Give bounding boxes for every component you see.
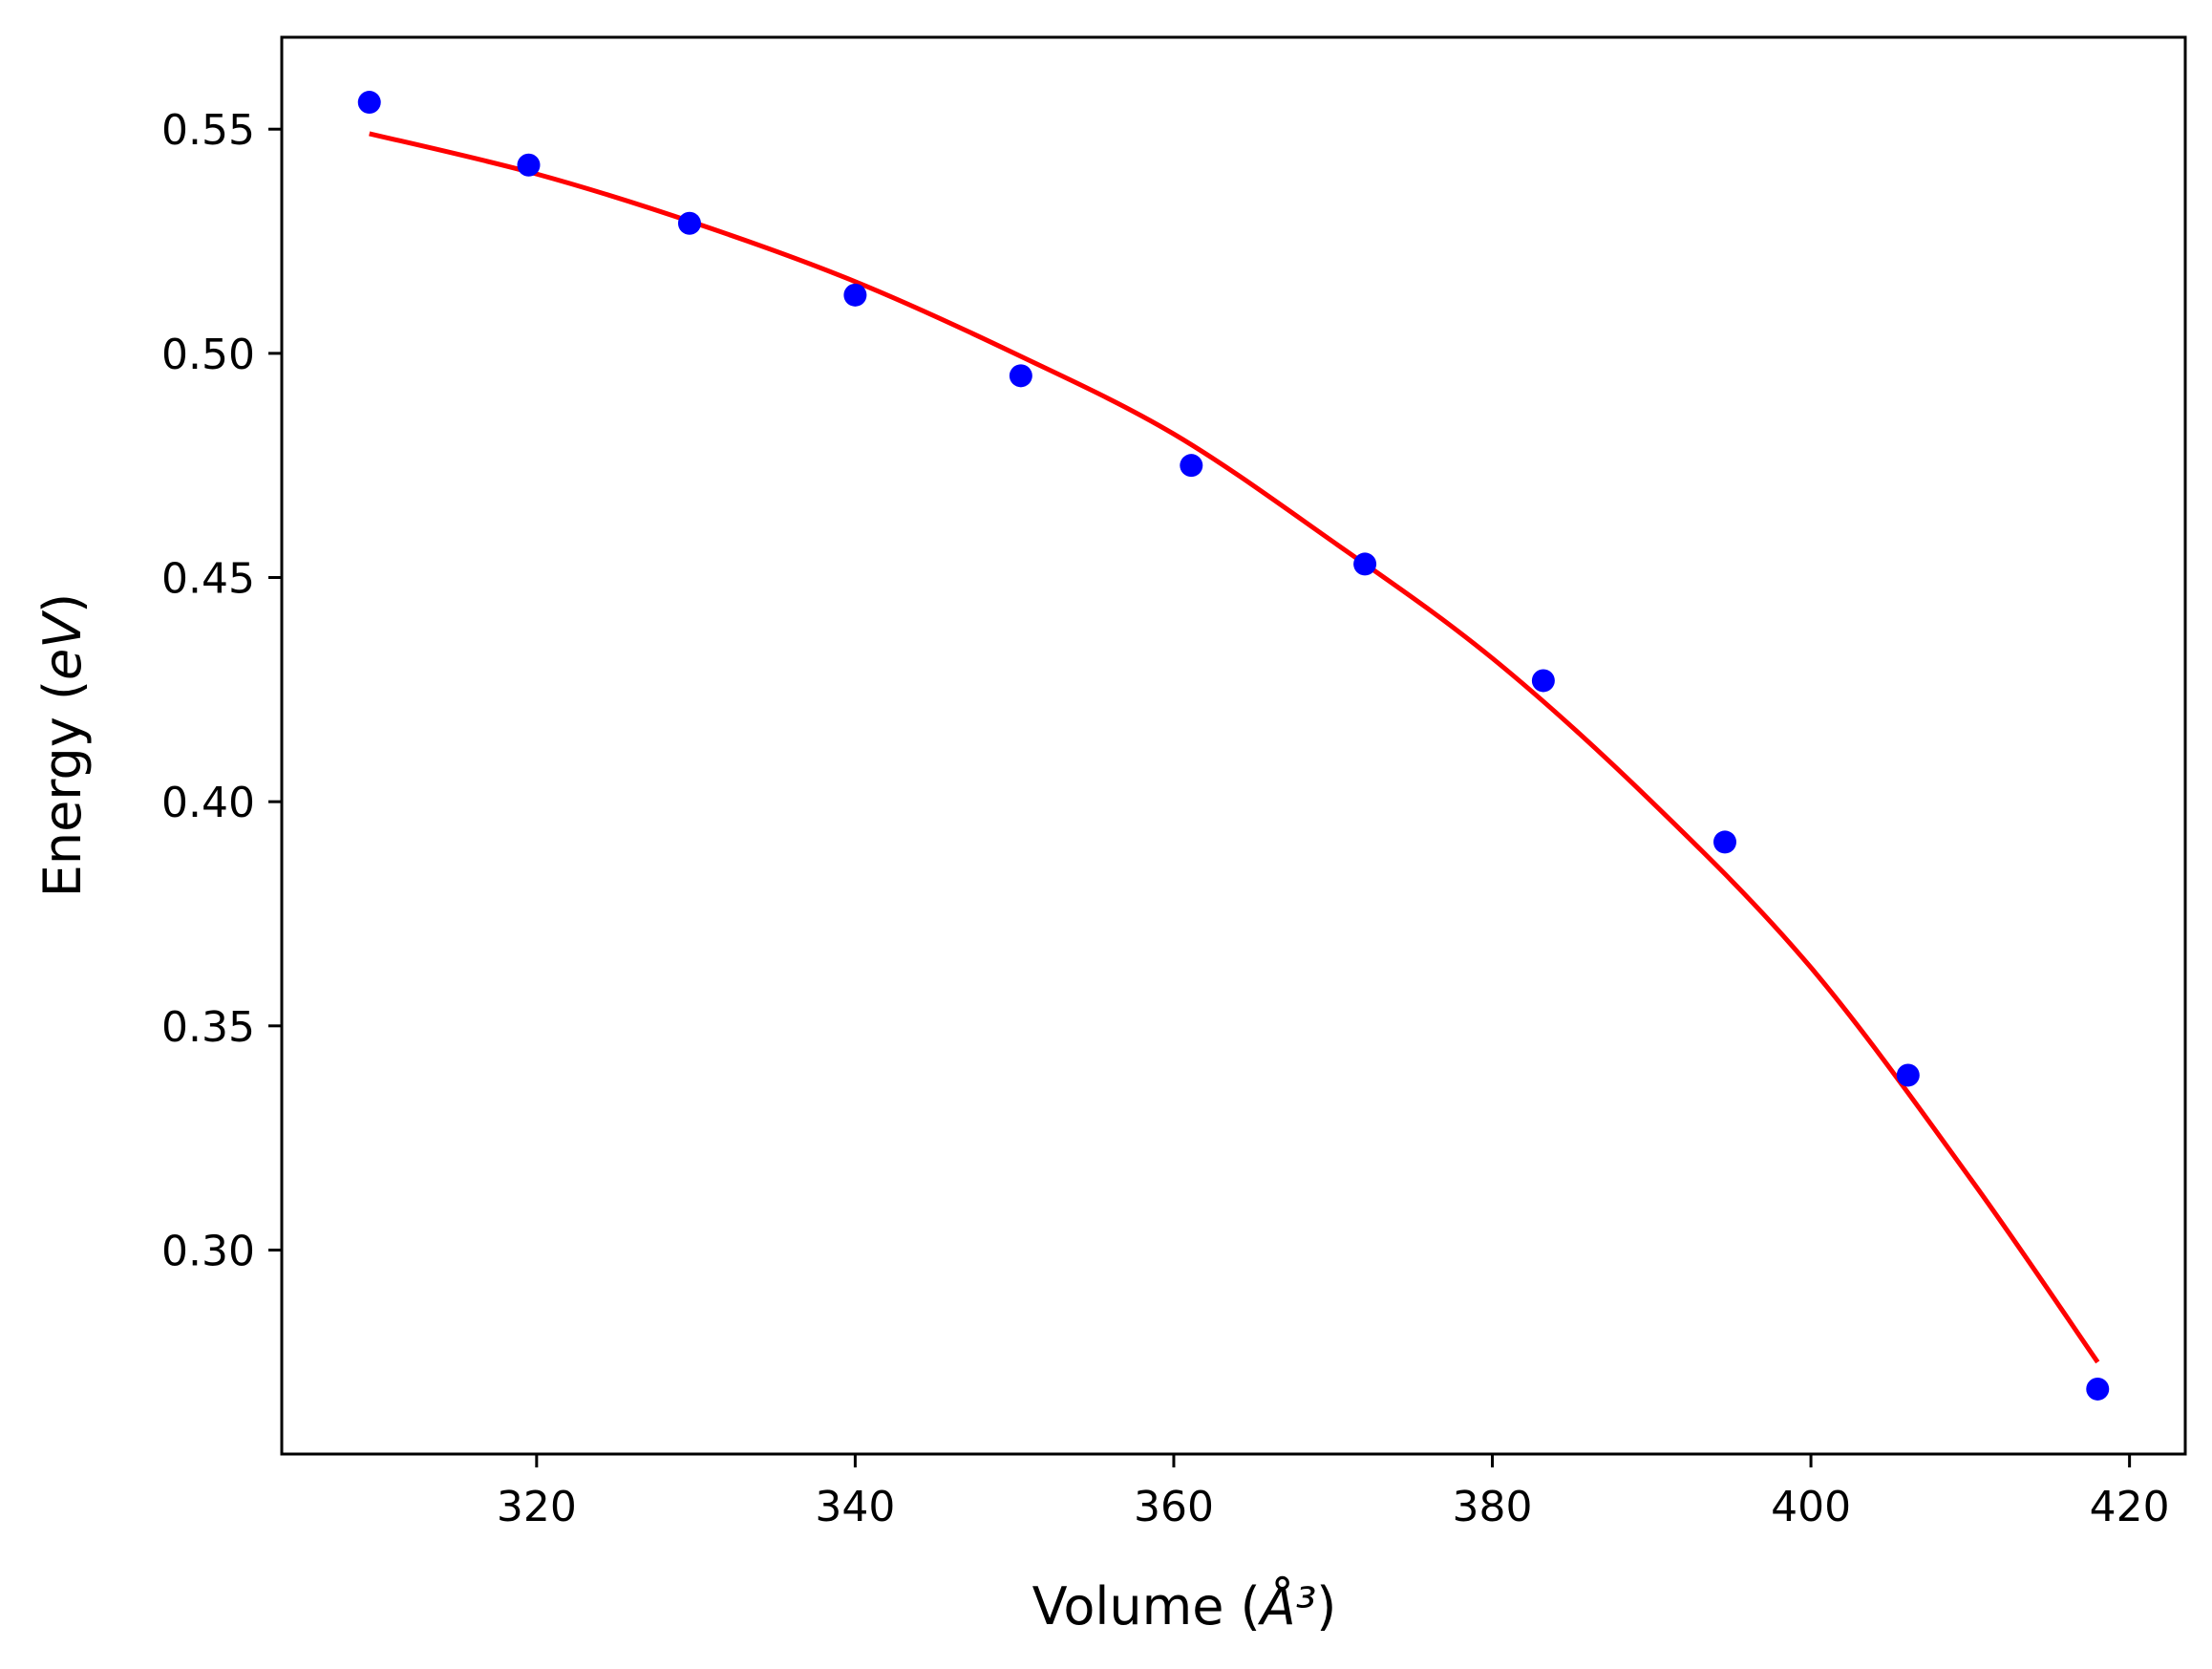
data-point — [517, 153, 541, 177]
axis-label-text: Volume ( — [1032, 1576, 1261, 1637]
axis-label-text: Energy ( — [32, 680, 93, 897]
data-point — [677, 211, 701, 235]
data-point — [1353, 552, 1377, 576]
data-point — [1896, 1063, 1920, 1087]
y-tick-label: 0.30 — [161, 1227, 255, 1275]
axis-label-text: ) — [1316, 1576, 1336, 1637]
plot-frame — [280, 35, 2187, 1456]
data-point — [1180, 454, 1203, 478]
axis-label-unit: Å³ — [1258, 1575, 1317, 1637]
data-point — [1009, 364, 1032, 388]
y-axis-label: Energy (eV) — [32, 593, 93, 898]
x-tick-label: 340 — [815, 1483, 895, 1531]
y-tick-label: 0.55 — [161, 106, 255, 155]
plot-area — [357, 91, 2110, 1401]
y-tick-label: 0.45 — [161, 555, 255, 604]
x-tick-label: 400 — [1771, 1483, 1851, 1531]
x-axis-label: Volume (Å³) — [1032, 1575, 1337, 1637]
axis-label-unit: eV — [32, 610, 93, 680]
axis-label-text: ) — [32, 593, 93, 613]
data-point — [1713, 830, 1737, 854]
data-point — [357, 91, 381, 115]
y-tick-label: 0.50 — [161, 331, 255, 379]
y-axis-ticks: 0.30 0.35 0.40 0.45 0.50 0.55 — [161, 106, 282, 1275]
x-axis-ticks: 320 340 360 380 400 420 — [497, 1454, 2170, 1531]
y-tick-label: 0.40 — [161, 779, 255, 827]
data-point — [843, 283, 867, 307]
data-point — [2086, 1377, 2110, 1401]
x-tick-label: 320 — [497, 1483, 577, 1531]
data-point — [1531, 669, 1555, 693]
y-tick-label: 0.35 — [161, 1003, 255, 1052]
x-tick-label: 420 — [2090, 1483, 2170, 1531]
x-tick-label: 380 — [1453, 1483, 1533, 1531]
x-tick-label: 360 — [1134, 1483, 1214, 1531]
